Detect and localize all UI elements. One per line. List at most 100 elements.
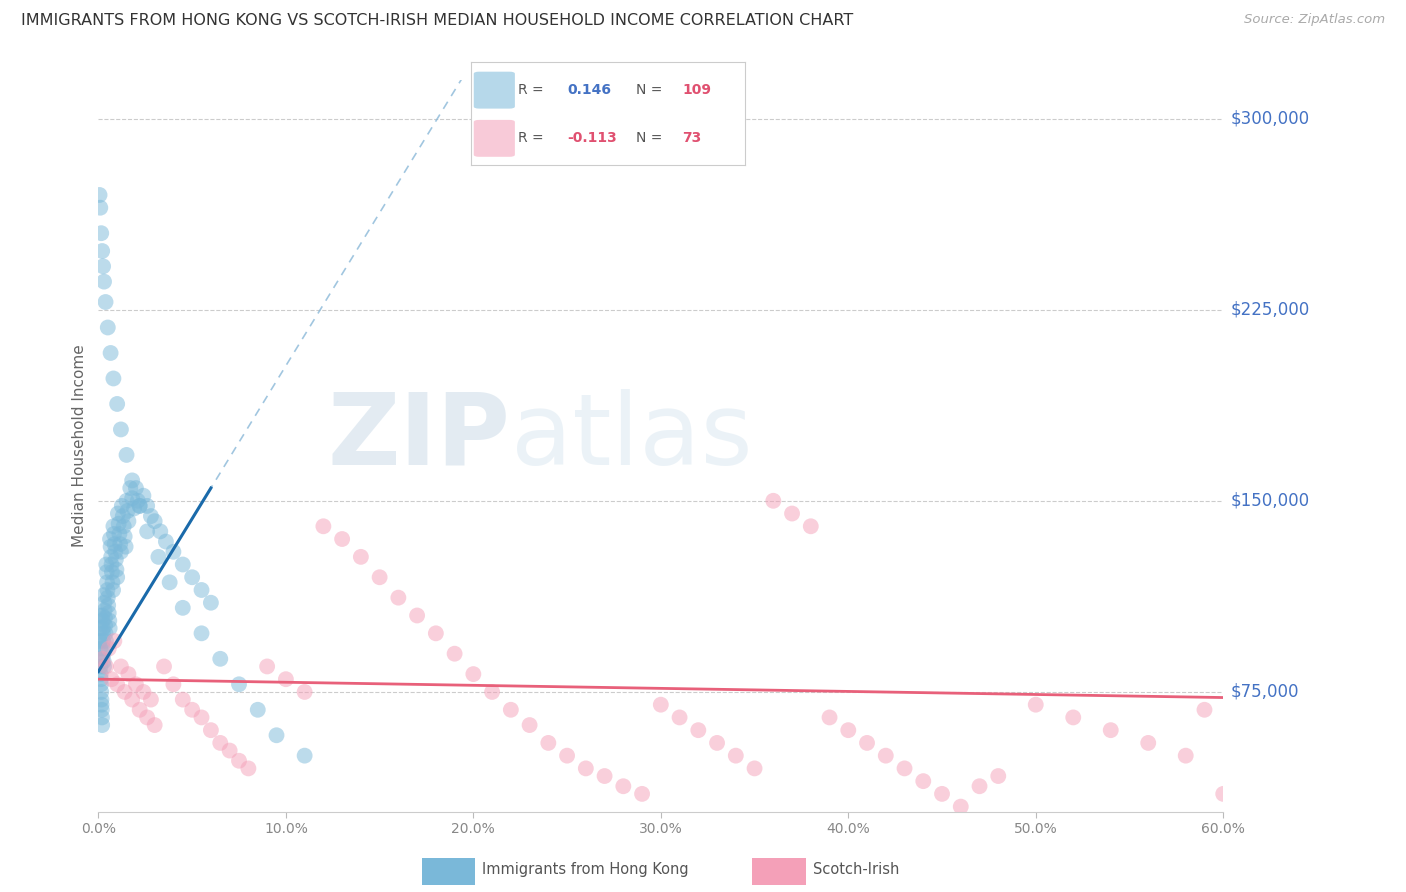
Point	[200, 723, 222, 738]
Point	[121, 491, 143, 506]
Point	[209, 736, 232, 750]
Point	[96, 575, 118, 590]
Point	[107, 507, 129, 521]
Point	[181, 570, 204, 584]
Point	[91, 710, 114, 724]
Point	[90, 703, 112, 717]
Text: R =: R =	[517, 83, 547, 97]
Point	[238, 761, 260, 775]
Point	[91, 652, 114, 666]
Text: $150,000: $150,000	[1230, 491, 1309, 510]
Point	[110, 545, 132, 559]
Point	[94, 659, 117, 673]
Point	[294, 685, 316, 699]
Point	[650, 698, 672, 712]
Y-axis label: Median Household Income: Median Household Income	[72, 344, 87, 548]
Point	[97, 641, 120, 656]
Point	[93, 603, 115, 617]
Point	[93, 596, 115, 610]
Point	[1099, 723, 1122, 738]
Point	[132, 685, 155, 699]
Point	[1025, 698, 1047, 712]
Point	[912, 774, 935, 789]
Point	[136, 524, 159, 539]
Point	[89, 608, 111, 623]
Point	[110, 659, 132, 673]
Point	[762, 493, 785, 508]
Text: N =: N =	[636, 131, 666, 145]
Point	[136, 710, 159, 724]
FancyBboxPatch shape	[474, 120, 515, 157]
Point	[190, 582, 212, 597]
Point	[127, 493, 149, 508]
Point	[312, 519, 335, 533]
Point	[463, 667, 485, 681]
Point	[121, 474, 143, 488]
Point	[91, 718, 114, 732]
Point	[104, 552, 127, 566]
Point	[837, 723, 859, 738]
Point	[93, 659, 115, 673]
Point	[780, 507, 803, 521]
Point	[91, 608, 114, 623]
Point	[94, 295, 117, 310]
Point	[93, 647, 115, 661]
Point	[91, 626, 114, 640]
Point	[190, 710, 212, 724]
Point	[200, 596, 222, 610]
Point	[91, 641, 114, 656]
Point	[91, 614, 114, 628]
Point	[575, 761, 598, 775]
Point	[101, 575, 124, 590]
Point	[89, 201, 111, 215]
Point	[256, 659, 278, 673]
Point	[893, 761, 915, 775]
Point	[105, 563, 128, 577]
Point	[274, 672, 297, 686]
Point	[117, 667, 139, 681]
Text: 73: 73	[682, 131, 702, 145]
Point	[949, 799, 972, 814]
Point	[103, 634, 125, 648]
Point	[94, 611, 117, 625]
Point	[1137, 736, 1160, 750]
Point	[94, 626, 117, 640]
Point	[1062, 710, 1084, 724]
Text: $225,000: $225,000	[1230, 301, 1309, 318]
Point	[875, 748, 897, 763]
Text: R =: R =	[517, 131, 547, 145]
Text: $300,000: $300,000	[1230, 110, 1309, 128]
Point	[98, 614, 121, 628]
Point	[105, 397, 128, 411]
Point	[90, 672, 112, 686]
Point	[90, 226, 112, 240]
Point	[218, 743, 240, 757]
Point	[246, 703, 269, 717]
Point	[97, 591, 120, 605]
Point	[228, 677, 250, 691]
Point	[481, 685, 503, 699]
Point	[1212, 787, 1234, 801]
Point	[93, 654, 115, 668]
Point	[89, 621, 111, 635]
Point	[330, 532, 353, 546]
Point	[139, 692, 162, 706]
Point	[98, 621, 121, 635]
FancyBboxPatch shape	[474, 71, 515, 109]
Point	[125, 677, 148, 691]
Point	[111, 499, 134, 513]
Point	[94, 618, 117, 632]
Point	[97, 599, 120, 613]
Point	[117, 514, 139, 528]
Point	[172, 692, 194, 706]
Point	[105, 677, 128, 691]
Text: 109: 109	[682, 83, 711, 97]
Point	[128, 499, 150, 513]
Point	[987, 769, 1010, 783]
Point	[266, 728, 288, 742]
Point	[103, 519, 125, 533]
Point	[98, 532, 121, 546]
Point	[612, 779, 634, 793]
Text: Immigrants from Hong Kong: Immigrants from Hong Kong	[482, 863, 689, 877]
Point	[122, 501, 145, 516]
